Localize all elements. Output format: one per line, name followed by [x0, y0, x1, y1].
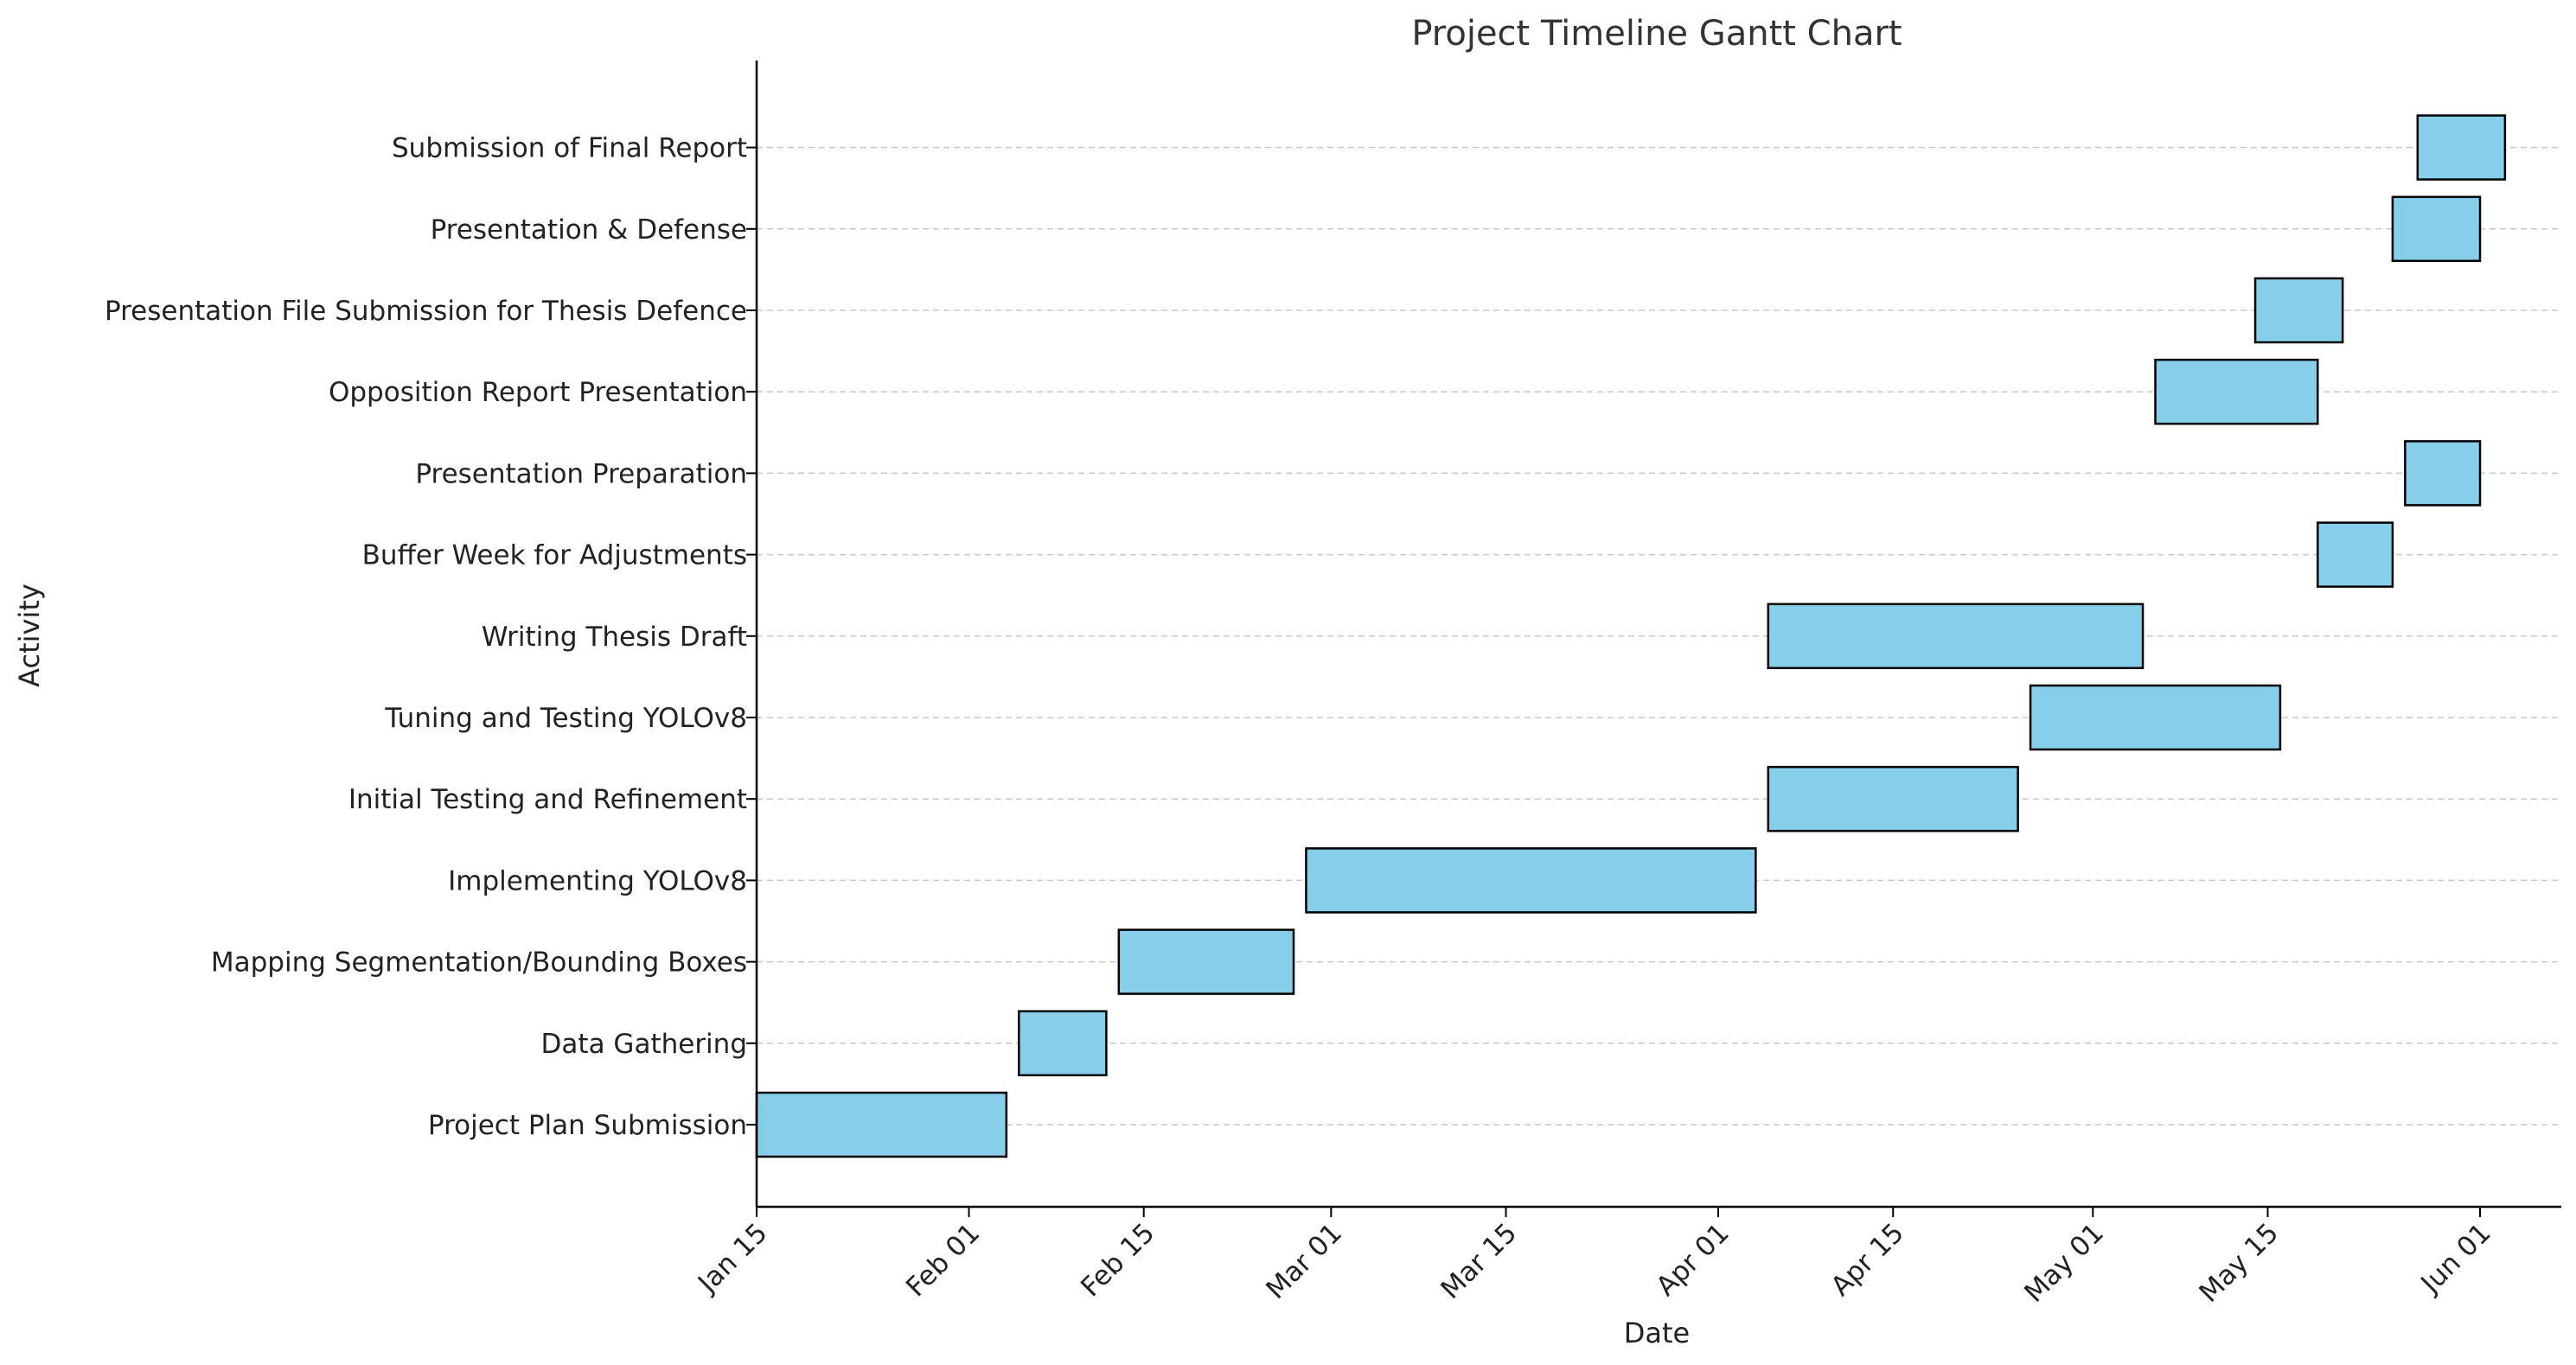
chart-title: Project Timeline Gantt Chart [1411, 14, 1902, 54]
gantt-bar [1117, 928, 1295, 995]
x-tick-label: Jun 01 [2414, 1217, 2497, 1300]
x-tick-label: Apr 15 [1825, 1217, 1910, 1302]
y-tick-label: Submission of Final Report [392, 133, 747, 164]
y-axis-label: Activity [13, 584, 46, 687]
x-tick-layer: Jan 15 Feb 01 Feb 15 Mar 01 Mar 15 Apr 01 Apr … [691, 1207, 2497, 1309]
gantt-bar [2029, 684, 2282, 751]
x-tick-label: Mar 15 [1435, 1217, 1523, 1305]
y-tick-label: Opposition Report Presentation [329, 377, 747, 408]
y-tick-label: Data Gathering [541, 1029, 747, 1060]
x-tick-label: Feb 15 [1075, 1217, 1160, 1303]
y-tick-label: Tuning and Testing YOLOv8 [384, 703, 747, 734]
x-axis-label: Date [1624, 1317, 1690, 1349]
gantt-bar [2253, 277, 2344, 344]
x-tick-label: Feb 01 [900, 1217, 986, 1303]
x-tick-label: May 01 [2018, 1217, 2110, 1309]
x-tick-label: May 15 [2194, 1217, 2285, 1309]
x-tick-label: Apr 01 [1650, 1217, 1735, 1302]
y-tick-layer: Project Plan Submission Data Gathering Map… [105, 133, 757, 1141]
gantt-bar [1305, 847, 1757, 914]
x-tick-label: Mar 01 [1260, 1217, 1348, 1305]
y-tick-label: Writing Thesis Draft [482, 622, 747, 653]
y-tick-label: Initial Testing and Refinement [348, 784, 747, 815]
x-tick-label: Jan 15 [691, 1217, 774, 1300]
gantt-bar [2404, 440, 2482, 507]
gantt-bar [2391, 195, 2482, 263]
y-tick-label: Presentation File Submission for Thesis … [105, 296, 747, 327]
gantt-bar [1767, 765, 2019, 832]
y-tick-label: Mapping Segmentation/Bounding Boxes [211, 947, 747, 979]
gantt-bar [1767, 603, 2145, 670]
y-tick-label: Presentation & Defense [431, 214, 747, 246]
y-tick-label: Project Plan Submission [428, 1110, 747, 1141]
gantt-bar [755, 1091, 1008, 1158]
gantt-bar [2416, 114, 2507, 181]
y-tick-label: Implementing YOLOv8 [448, 865, 747, 896]
gantt-bar [2317, 521, 2394, 588]
bar-layer [755, 114, 2507, 1158]
gantt-bar [2154, 358, 2319, 425]
gantt-bar [1018, 1010, 1108, 1077]
y-tick-label: Presentation Preparation [415, 458, 747, 489]
y-tick-label: Buffer Week for Adjustments [362, 540, 747, 571]
